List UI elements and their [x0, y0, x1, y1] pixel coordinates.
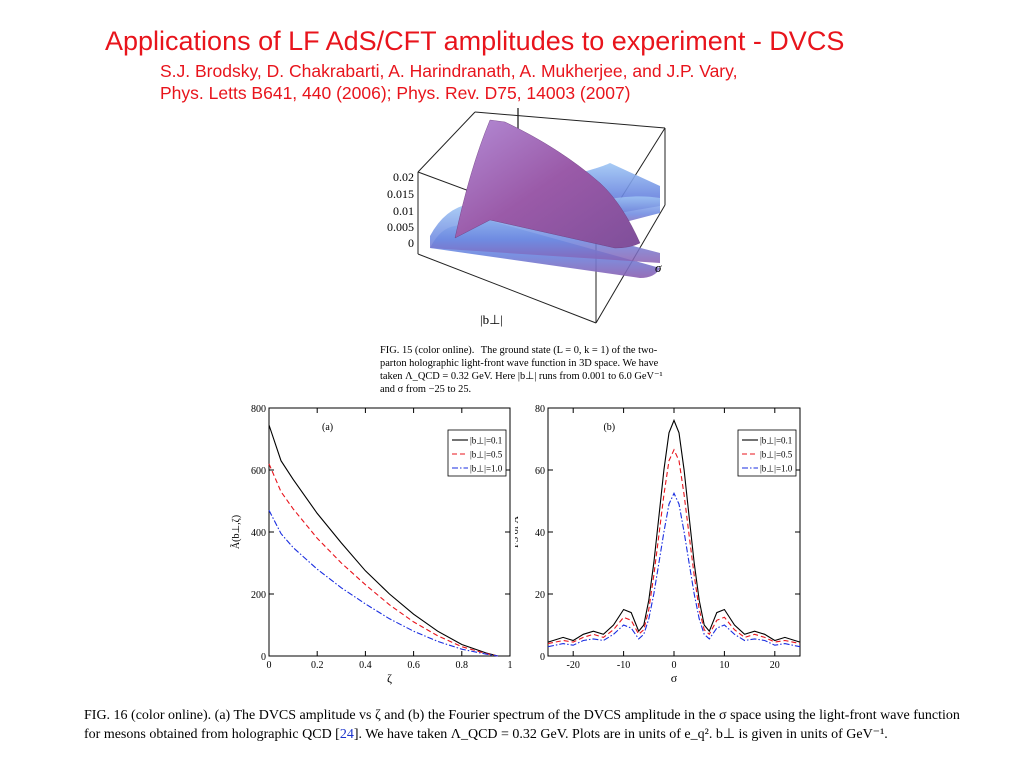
slide-authors: S.J. Brodsky, D. Chakrabarti, A. Harindr… [160, 60, 737, 104]
fig15-caption: FIG. 15 (color online). The ground state… [380, 344, 680, 396]
fig16a-chart: 0 0.2 0.4 0.6 0.8 1 0 200 400 600 800 ζ Ã(b⊥,ζ) (a) |b… [230, 404, 513, 685]
fig16a-legend-entry: |b⊥|=1.0 [470, 464, 503, 474]
fig16a-y-axis-label: Ã(b⊥,ζ) [230, 515, 242, 549]
fig15-sigma-label: σ [655, 260, 662, 275]
fig16b-legend-entry: |b⊥|=0.1 [760, 436, 792, 446]
fig16b-series-line-2 [547, 448, 801, 645]
fig15-caption-label: FIG. 15 (color online). [380, 345, 475, 356]
fig16b-x-tick-label: -10 [617, 660, 630, 671]
fig15-b-label: |b⊥| [480, 312, 503, 327]
fig16a-y-tick-label: 400 [251, 528, 266, 539]
fig15-caption-text: The ground state (L = 0, k = 1) of the t… [380, 345, 663, 395]
fig16a-legend-box [447, 429, 507, 477]
fig15-peak-surface [454, 119, 641, 249]
fig15-z-tick: 0.01 [393, 204, 414, 218]
fig16a-y-tick-label: 0 [261, 652, 266, 663]
fig16a-x-tick-label: 1 [508, 660, 513, 671]
fig16b-y-tick-label: 0 [540, 652, 545, 663]
authors-line-2: Phys. Letts B641, 440 (2006); Phys. Rev.… [160, 83, 631, 103]
fig16b-y-tick-label: 60 [535, 466, 545, 477]
fig16-caption-text-b: ]. We have taken Λ_QCD = 0.32 GeV. Plots… [353, 727, 888, 742]
fig16a-y-tick-label: 800 [251, 404, 266, 415]
fig16b-y-axis-label: FS of Ã [515, 515, 521, 547]
fig16b-x-tick-label: 20 [770, 660, 780, 671]
fig15-z-tick: 0 [408, 236, 414, 250]
fig16a-series-line-3 [268, 510, 498, 657]
fig16a-x-axis-label: ζ [387, 671, 392, 685]
fig16a-x-tick-label: 0.4 [359, 660, 372, 671]
fig16a-x-tick-label: 0.6 [407, 660, 420, 671]
fig16a-legend-entry: |b⊥|=0.1 [470, 436, 502, 446]
fig15-z-tick: 0.02 [393, 170, 414, 184]
slide-title: Applications of LF AdS/CFT amplitudes to… [105, 26, 845, 56]
fig15-z-tick: 0.005 [387, 220, 414, 234]
fig16b-y-tick-label: 20 [535, 590, 545, 601]
fig16a-x-tick-label: 0 [267, 660, 272, 671]
fig16-caption-ref[interactable]: 24 [339, 727, 354, 742]
fig16a-legend-entry: |b⊥|=0.5 [470, 450, 503, 460]
fig16a-panel-label: (a) [322, 422, 333, 433]
fig16b-y-tick-label: 40 [535, 528, 545, 539]
fig16b-panel-label: (b) [603, 422, 615, 433]
fig16a-x-tick-label: 0.8 [456, 660, 469, 671]
authors-line-1: S.J. Brodsky, D. Chakrabarti, A. Harindr… [160, 61, 738, 81]
fig16b-legend-entry: |b⊥|=1.0 [760, 464, 793, 474]
fig16-caption: FIG. 16 (color online). (a) The DVCS amp… [84, 706, 964, 744]
fig16-caption-text-a: (a) The DVCS amplitude vs ζ and (b) the … [84, 708, 960, 742]
fig16b-x-tick-label: 10 [719, 660, 729, 671]
fig16b-series-line-1 [547, 418, 801, 643]
fig16b-x-axis-label: σ [671, 671, 678, 685]
fig15-3d-surface: 0.02 0.015 0.01 0.005 0 σ |b⊥| [387, 108, 666, 327]
fig16b-x-tick-label: 0 [672, 660, 677, 671]
fig16a-y-tick-label: 200 [251, 590, 266, 601]
fig16a-y-tick-label: 600 [251, 466, 266, 477]
fig15-z-tick: 0.015 [387, 187, 414, 201]
fig16b-chart: -20 -10 0 10 20 0 20 40 60 80 σ FS of Ã (b) |b⊥|=0.1 |… [515, 404, 801, 685]
fig16a-series-line-2 [268, 463, 499, 657]
fig16-caption-label: FIG. 16 (color online). [84, 708, 212, 723]
fig16b-y-tick-label: 80 [535, 404, 545, 415]
fig16b-series-line-3 [547, 491, 801, 648]
fig16a-x-tick-label: 0.2 [311, 660, 324, 671]
fig16b-x-tick-label: -20 [567, 660, 580, 671]
fig16a-series-line-1 [268, 424, 499, 657]
fig16b-legend-entry: |b⊥|=0.5 [760, 450, 793, 460]
fig15-z-ticks: 0.02 0.015 0.01 0.005 0 [387, 170, 414, 250]
